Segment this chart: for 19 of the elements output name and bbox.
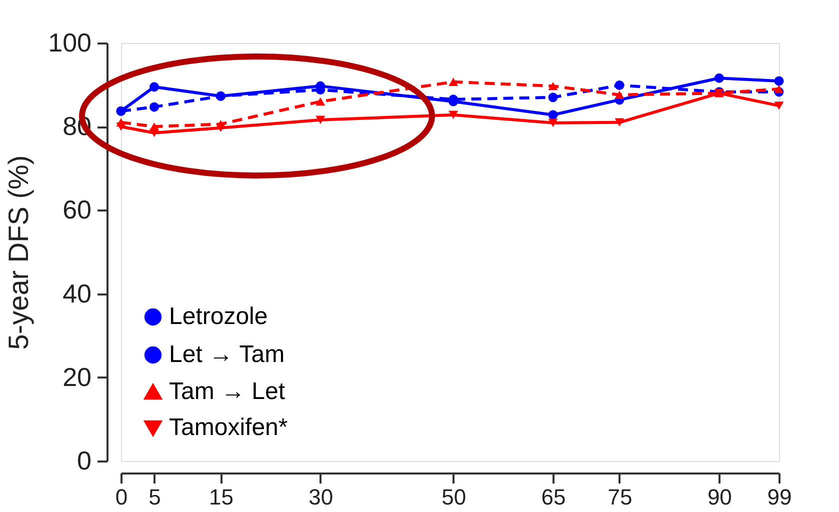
legend-label: Tamoxifen* xyxy=(169,414,288,441)
x-tick-label: 50 xyxy=(442,484,466,510)
x-tick-label: 15 xyxy=(208,484,234,510)
y-tick-label: 100 xyxy=(48,28,92,58)
y-tick-label: 20 xyxy=(62,362,92,392)
legend-label: Letrozole xyxy=(169,303,268,330)
y-tick-label: 60 xyxy=(62,194,92,225)
x-tick-label: 30 xyxy=(308,484,334,510)
legend-label: Tam → Let xyxy=(169,378,286,405)
legend-label: Let → Tam xyxy=(169,341,285,368)
x-tick-label: 99 xyxy=(767,484,792,510)
y-axis-title: 5-year DFS (%) xyxy=(3,155,34,350)
x-tick-label: 65 xyxy=(541,484,566,510)
y-tick-label: 0 xyxy=(77,446,92,476)
y-tick-label: 40 xyxy=(62,278,92,308)
x-tick-label: 90 xyxy=(707,484,732,510)
x-tick-label: 0 xyxy=(115,484,128,510)
x-tick-label: 75 xyxy=(608,484,632,510)
x-tick-label: 5 xyxy=(148,484,161,510)
